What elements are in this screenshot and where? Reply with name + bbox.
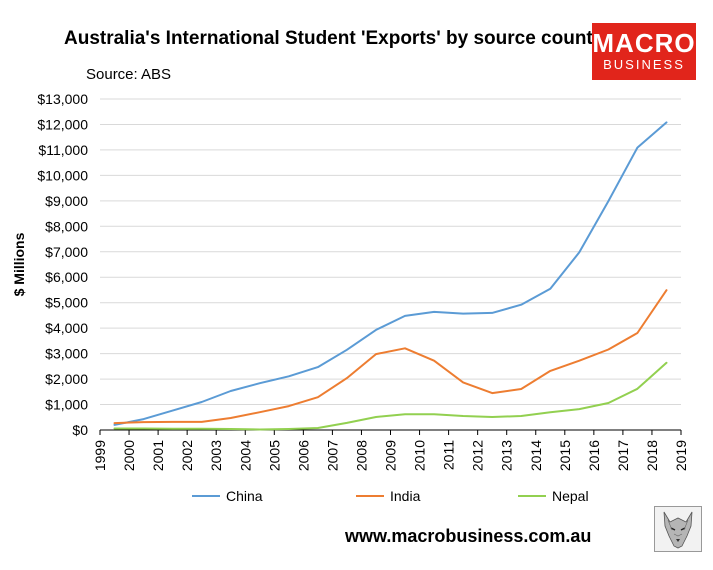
y-tick-label: $8,000 bbox=[45, 218, 88, 234]
series-line-nepal bbox=[113, 361, 668, 431]
chart-title: Australia's International Student 'Expor… bbox=[64, 28, 611, 49]
source-label: Source: ABS bbox=[86, 66, 172, 83]
macro-business-logo[interactable]: MACRO BUSINESS bbox=[592, 23, 696, 80]
x-tick-label: 1999 bbox=[92, 440, 108, 471]
y-tick-label: $10,000 bbox=[37, 167, 88, 183]
website-url[interactable]: www.macrobusiness.com.au bbox=[345, 526, 592, 546]
y-tick-label: $9,000 bbox=[45, 193, 88, 209]
x-tick-label: 2012 bbox=[470, 440, 486, 471]
x-tick-label: 2018 bbox=[644, 440, 660, 471]
y-tick-label: $4,000 bbox=[45, 320, 88, 336]
logo-line-2: BUSINESS bbox=[603, 57, 685, 72]
y-tick-label: $12,000 bbox=[37, 116, 88, 132]
legend-label-india: India bbox=[390, 488, 421, 504]
x-tick-label: 2000 bbox=[121, 440, 137, 471]
y-tick-label: $5,000 bbox=[45, 295, 88, 311]
legend-label-nepal: Nepal bbox=[552, 488, 589, 504]
y-tick-label: $6,000 bbox=[45, 269, 88, 285]
x-tick-label: 2016 bbox=[586, 440, 602, 471]
x-tick-label: 2002 bbox=[179, 440, 195, 471]
y-tick-label: $2,000 bbox=[45, 371, 88, 387]
x-tick-label: 2014 bbox=[528, 440, 544, 471]
x-tick-label: 2015 bbox=[557, 440, 573, 471]
logo-line-1: MACRO bbox=[592, 28, 696, 58]
x-tick-label: 2003 bbox=[208, 440, 224, 471]
series-line-india bbox=[113, 289, 668, 425]
x-tick-label: 2010 bbox=[412, 440, 428, 471]
wolf-head-icon bbox=[654, 506, 702, 552]
x-tick-label: 2006 bbox=[295, 440, 311, 471]
y-tick-label: $0 bbox=[72, 422, 88, 438]
x-tick-label: 2008 bbox=[353, 440, 369, 471]
x-tick-label: 2011 bbox=[441, 440, 457, 470]
y-tick-label: $7,000 bbox=[45, 244, 88, 260]
x-tick-label: 2009 bbox=[383, 440, 399, 471]
series-line-china bbox=[113, 121, 668, 426]
x-tick-label: 2019 bbox=[673, 440, 689, 471]
x-tick-label: 2017 bbox=[615, 440, 631, 471]
x-tick-label: 2004 bbox=[237, 440, 253, 471]
legend-label-china: China bbox=[226, 488, 263, 504]
x-tick-label: 2007 bbox=[324, 440, 340, 471]
y-tick-label: $13,000 bbox=[37, 91, 88, 107]
x-tick-label: 2013 bbox=[499, 440, 515, 471]
y-tick-label: $3,000 bbox=[45, 346, 88, 362]
y-tick-label: $11,000 bbox=[38, 142, 88, 158]
x-tick-label: 2005 bbox=[266, 440, 282, 471]
y-axis-label: $ Millions bbox=[11, 232, 27, 296]
y-tick-label: $1,000 bbox=[45, 397, 88, 413]
x-tick-label: 2001 bbox=[150, 440, 166, 471]
